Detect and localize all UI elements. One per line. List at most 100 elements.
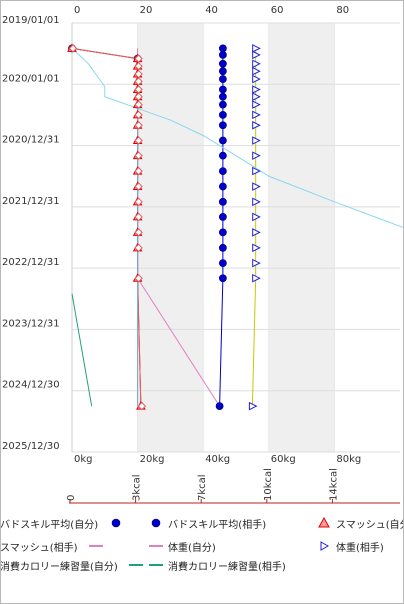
marker-diamond-open-3 — [134, 151, 143, 160]
marker-circle-1 — [218, 136, 227, 145]
legend-swatch — [318, 516, 330, 528]
marker-triangle-right-open-5 — [252, 243, 261, 253]
marker-circle-1 — [218, 197, 227, 206]
marker-circle-1 — [218, 75, 227, 83]
marker-triangle-right-open-5 — [252, 151, 261, 160]
marker-triangle-right-open-5 — [252, 85, 261, 94]
legend-label: スマッシュ(相手) — [0, 542, 78, 554]
grid-band-1 — [268, 23, 335, 452]
marker-triangle-right-open-5 — [252, 66, 261, 76]
marker-diamond-open-3 — [134, 61, 143, 71]
marker-diamond-open-3 — [134, 197, 143, 207]
marker-diamond-open-3 — [134, 182, 143, 191]
marker-diamond-open-3 — [68, 44, 78, 53]
marker-triangle-right-open-5 — [252, 212, 261, 222]
x-top-tick-label: 60 — [271, 5, 284, 16]
marker-diamond-open-3 — [134, 212, 143, 222]
marker-triangle-right-open-5 — [252, 50, 261, 60]
y-tick-label: 2020/01/01 — [2, 73, 60, 84]
plot-area — [72, 23, 400, 452]
marker-circle-1 — [218, 44, 227, 53]
marker-circle-1 — [218, 59, 227, 68]
x-top-tick-label: 0 — [74, 5, 80, 16]
kcal-axis: 0 3kcal 7kcal 10kcal 14kcal — [66, 468, 400, 504]
legend-swatch — [149, 545, 163, 547]
x-kg-tick-label: 40kg — [205, 454, 230, 465]
marker-circle-1 — [218, 92, 227, 101]
marker-circle-1 — [218, 51, 227, 59]
x-kg-tick-label: 80kg — [336, 454, 361, 465]
marker-diamond-open-3 — [134, 274, 143, 283]
marker-circle-1 — [218, 243, 227, 252]
marker-circle-1 — [218, 151, 227, 160]
marker-circle-1 — [215, 402, 224, 411]
legend-item[interactable]: 消費カロリー練習量(相手) — [148, 557, 286, 573]
legend-label: スマッシュ(自分) — [336, 519, 404, 531]
marker-triangle-right-open-5 — [252, 100, 261, 109]
legend-item[interactable]: バドスキル平均(自分) — [0, 515, 128, 531]
marker-circle-1 — [218, 228, 227, 237]
marker-diamond-open-3 — [134, 92, 143, 101]
marker-triangle-right-open-5 — [252, 44, 261, 53]
legend-item[interactable]: 消費カロリー練習量(自分) — [0, 557, 148, 573]
x-kg-tick-label: 0kg — [74, 454, 93, 465]
x-top-tick-label: 20 — [140, 5, 153, 16]
marker-circle-1 — [218, 67, 227, 76]
marker-diamond-open-3 — [134, 121, 143, 130]
legend-item[interactable]: スマッシュ(相手) — [0, 538, 108, 554]
series-line-7 — [71, 293, 93, 407]
marker-diamond-open-3 — [137, 401, 147, 411]
marker-circle-1 — [218, 110, 227, 119]
marker-diamond-open-3 — [134, 166, 143, 176]
x-top-tick-label: 80 — [336, 5, 349, 16]
legend-item[interactable]: 体重(自分) — [148, 538, 216, 554]
legend-swatch — [149, 564, 163, 566]
marker-circle-1 — [218, 167, 227, 175]
marker-circle-1 — [218, 121, 227, 130]
series-markers — [67, 43, 261, 411]
kcal-tick-label: 0 — [66, 495, 77, 501]
marker-circle-1 — [218, 85, 227, 94]
kcal-tick-label: 7kcal — [197, 474, 208, 501]
legend-label: 消費カロリー練習量(相手) — [168, 561, 286, 573]
marker-triangle-right-open-5 — [252, 59, 261, 69]
marker-triangle-right-open-5 — [252, 197, 261, 207]
marker-triangle-right-open-5 — [252, 273, 261, 283]
y-tick-label: 2024/12/30 — [2, 380, 60, 391]
legend-item[interactable]: バドスキル平均(相手) — [148, 515, 266, 531]
y-tick-label: 2023/12/31 — [2, 318, 60, 329]
legend-swatch — [128, 564, 143, 566]
legend-item[interactable]: 体重(相手) — [316, 538, 384, 554]
y-tick-label: 2021/12/31 — [2, 196, 60, 207]
legend-swatch — [320, 541, 330, 551]
kcal-tick-label: 14kcal — [328, 468, 339, 501]
legend-label: バドスキル平均(自分) — [0, 519, 99, 531]
marker-triangle-right-open-5 — [252, 182, 261, 191]
legend-label: 体重(相手) — [336, 542, 384, 554]
marker-diamond-open-3 — [134, 243, 143, 253]
kcal-tick-label: 3kcal — [132, 474, 143, 501]
marker-diamond-open-3 — [134, 110, 143, 120]
plot-background — [72, 23, 400, 452]
marker-triangle-right-open-5 — [252, 120, 261, 130]
legend-label: 体重(自分) — [168, 542, 216, 554]
marker-triangle-right-open-5 — [252, 258, 261, 268]
marker-diamond-open-3 — [134, 136, 143, 145]
marker-diamond-open-3 — [134, 100, 143, 109]
marker-triangle-right-open-5 — [252, 74, 261, 84]
marker-circle-1 — [218, 259, 227, 268]
marker-triangle-right-open-5 — [252, 136, 261, 145]
marker-circle-1 — [218, 274, 227, 283]
marker-circle-1 — [218, 213, 227, 221]
marker-circle-1 — [218, 100, 227, 109]
kcal-tick-label: 10kcal — [263, 468, 274, 501]
marker-circle-1 — [218, 182, 227, 191]
marker-triangle-right-open-5 — [248, 401, 258, 411]
legend-item[interactable]: スマッシュ(自分) — [316, 515, 404, 531]
x-kg-tick-label: 20kg — [140, 454, 165, 465]
y-tick-label: 2020/12/31 — [2, 135, 60, 146]
x-kg-tick-label: 60kg — [271, 454, 296, 465]
legend-swatch — [151, 518, 161, 528]
grid-band-0 — [137, 23, 204, 452]
